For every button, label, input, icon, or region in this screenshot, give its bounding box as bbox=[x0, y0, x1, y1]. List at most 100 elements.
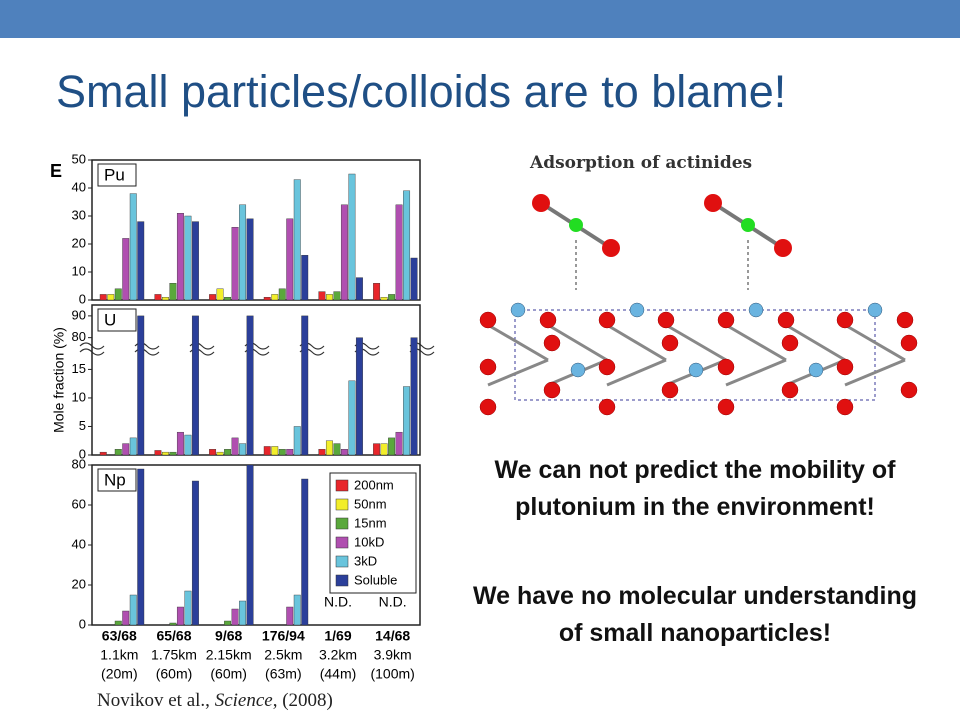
bar bbox=[129, 193, 137, 301]
bar bbox=[301, 315, 309, 456]
bar bbox=[231, 437, 239, 456]
bar bbox=[293, 179, 301, 301]
bar bbox=[224, 296, 232, 301]
y-tick-label: 80 bbox=[72, 456, 86, 471]
bond bbox=[785, 323, 846, 362]
bar bbox=[231, 226, 239, 301]
y-tick-label: 5 bbox=[79, 418, 86, 433]
bar bbox=[176, 606, 184, 626]
bar bbox=[114, 620, 122, 626]
y-tick-label: 80 bbox=[72, 329, 86, 344]
bar bbox=[348, 380, 356, 456]
bar bbox=[99, 451, 107, 456]
bar bbox=[388, 294, 396, 301]
bar bbox=[184, 590, 192, 626]
bar bbox=[410, 337, 418, 456]
bar bbox=[340, 204, 348, 301]
bar bbox=[388, 437, 396, 456]
bar bbox=[293, 594, 301, 626]
oxygen-atom bbox=[836, 358, 854, 376]
metal-atom bbox=[570, 362, 586, 378]
bar bbox=[246, 218, 254, 301]
top-bar bbox=[0, 0, 960, 38]
bar bbox=[137, 221, 145, 301]
legend-label: Soluble bbox=[354, 572, 397, 587]
x-tick-sublabel: 2.15km bbox=[206, 647, 252, 663]
bar bbox=[373, 282, 381, 301]
oxygen-atom bbox=[704, 194, 722, 212]
annotation: N.D. bbox=[379, 594, 407, 610]
legend-swatch bbox=[335, 536, 349, 549]
x-tick-sublabel: (100m) bbox=[370, 666, 414, 682]
citation-journal: Science bbox=[214, 690, 273, 711]
bar bbox=[271, 294, 279, 301]
oxygen-atom bbox=[774, 239, 792, 257]
actinide-atom bbox=[569, 218, 583, 232]
x-tick-sublabel: 2.5km bbox=[264, 647, 302, 663]
y-tick-label: 20 bbox=[72, 576, 86, 591]
metal-atom bbox=[510, 302, 526, 318]
bar bbox=[325, 440, 333, 456]
bar bbox=[263, 296, 271, 301]
bar bbox=[184, 215, 192, 301]
legend-box bbox=[329, 472, 417, 594]
bar bbox=[318, 291, 326, 301]
bar bbox=[122, 610, 130, 626]
bar bbox=[380, 296, 388, 301]
y-tick-label: 60 bbox=[72, 496, 86, 511]
panel-label-box bbox=[97, 308, 137, 332]
crystal-structure bbox=[479, 194, 918, 416]
bond bbox=[844, 323, 906, 362]
bar bbox=[154, 450, 162, 456]
bar bbox=[184, 434, 192, 456]
bar bbox=[333, 443, 341, 456]
y-tick-label: 90 bbox=[72, 307, 86, 322]
x-tick-label: 176/94 bbox=[262, 628, 305, 644]
x-tick-sublabel: (63m) bbox=[265, 666, 302, 682]
oxygen-atom bbox=[479, 311, 497, 329]
x-tick-label: 14/68 bbox=[375, 628, 410, 644]
y-tick-label: 30 bbox=[72, 207, 86, 222]
panel-label: Np bbox=[104, 470, 126, 489]
oxygen-atom bbox=[717, 311, 735, 329]
oxygen-atom bbox=[598, 358, 616, 376]
y-tick-label: 10 bbox=[72, 263, 86, 278]
x-tick-sublabel: 1.1km bbox=[100, 647, 138, 663]
bar bbox=[154, 294, 162, 301]
bar bbox=[161, 296, 169, 301]
oxygen-atom bbox=[836, 311, 854, 329]
oxygen-atom bbox=[900, 334, 918, 352]
bar bbox=[301, 478, 309, 626]
oxygen-atom bbox=[896, 311, 914, 329]
y-tick-label: 50 bbox=[72, 151, 86, 166]
bar bbox=[395, 431, 403, 456]
legend-label: 50nm bbox=[354, 496, 387, 511]
y-tick-label: 0 bbox=[79, 616, 86, 631]
y-tick-label: 15 bbox=[72, 361, 86, 376]
legend-label: 15nm bbox=[354, 515, 387, 530]
bar bbox=[403, 190, 411, 301]
citation-authors: Novikov et al., bbox=[97, 690, 210, 711]
x-tick-sublabel: (60m) bbox=[210, 666, 247, 682]
oxygen-atom bbox=[602, 239, 620, 257]
bar bbox=[191, 221, 199, 301]
bar bbox=[293, 426, 301, 456]
oxygen-atom bbox=[836, 398, 854, 416]
panel-label: Pu bbox=[104, 165, 125, 184]
bar bbox=[286, 218, 294, 301]
bar bbox=[325, 294, 333, 301]
x-tick-sublabel: (44m) bbox=[320, 666, 357, 682]
oxygen-atom bbox=[543, 381, 561, 399]
panel-label-box bbox=[97, 468, 137, 492]
bar bbox=[380, 443, 388, 456]
bar bbox=[176, 213, 184, 301]
bar bbox=[395, 204, 403, 301]
bar bbox=[216, 451, 224, 456]
annotation: N.D. bbox=[324, 594, 352, 610]
slide-title: Small particles/colloids are to blame! bbox=[56, 66, 787, 117]
y-tick-label: 20 bbox=[72, 235, 86, 250]
oxygen-atom bbox=[598, 398, 616, 416]
bar bbox=[114, 288, 122, 301]
y-axis-label: Mole fraction (%) bbox=[51, 327, 67, 433]
